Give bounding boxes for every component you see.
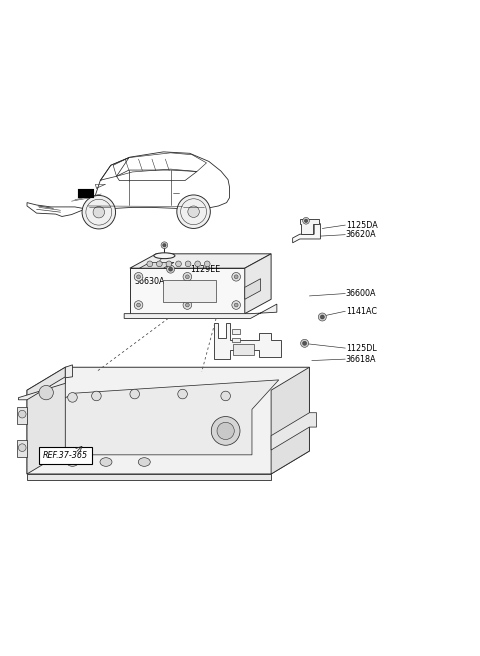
Text: REF.37-365: REF.37-365 xyxy=(43,451,88,461)
Circle shape xyxy=(18,410,26,418)
Circle shape xyxy=(161,242,168,249)
Ellipse shape xyxy=(67,458,78,466)
Polygon shape xyxy=(130,268,245,314)
Polygon shape xyxy=(163,280,216,302)
Polygon shape xyxy=(233,344,254,356)
Circle shape xyxy=(185,303,189,307)
Circle shape xyxy=(318,313,326,321)
Circle shape xyxy=(68,392,77,402)
Polygon shape xyxy=(78,189,94,198)
Polygon shape xyxy=(245,254,271,314)
Circle shape xyxy=(183,272,192,281)
Circle shape xyxy=(176,261,181,267)
Polygon shape xyxy=(232,338,240,342)
Polygon shape xyxy=(27,367,310,474)
Text: 1125DL: 1125DL xyxy=(346,344,376,353)
Circle shape xyxy=(39,386,53,400)
Circle shape xyxy=(320,315,324,319)
Circle shape xyxy=(217,422,234,440)
Polygon shape xyxy=(214,323,281,359)
Polygon shape xyxy=(17,407,27,424)
Polygon shape xyxy=(18,365,72,400)
Circle shape xyxy=(204,261,210,267)
Circle shape xyxy=(156,261,162,267)
Polygon shape xyxy=(232,329,240,334)
Circle shape xyxy=(232,300,240,310)
Ellipse shape xyxy=(154,253,175,258)
Circle shape xyxy=(188,206,199,217)
Text: 1125DA: 1125DA xyxy=(346,220,378,230)
Circle shape xyxy=(147,261,153,267)
Polygon shape xyxy=(27,474,271,480)
Polygon shape xyxy=(300,219,319,234)
Circle shape xyxy=(234,275,238,279)
Circle shape xyxy=(93,207,105,218)
Circle shape xyxy=(137,303,141,307)
Polygon shape xyxy=(271,413,317,450)
Polygon shape xyxy=(46,380,279,455)
Circle shape xyxy=(166,261,172,267)
Circle shape xyxy=(302,341,307,345)
Polygon shape xyxy=(271,367,310,474)
Circle shape xyxy=(134,300,143,310)
Polygon shape xyxy=(293,224,321,243)
Polygon shape xyxy=(130,254,271,268)
Circle shape xyxy=(82,195,116,229)
Text: 1129EE: 1129EE xyxy=(190,265,220,274)
Polygon shape xyxy=(17,440,27,457)
Circle shape xyxy=(304,219,308,222)
Text: 36618A: 36618A xyxy=(346,355,376,363)
Polygon shape xyxy=(124,304,277,318)
Ellipse shape xyxy=(100,458,112,466)
Circle shape xyxy=(134,272,143,281)
Circle shape xyxy=(18,444,26,451)
Circle shape xyxy=(211,417,240,445)
Circle shape xyxy=(234,303,238,307)
Circle shape xyxy=(177,195,210,228)
Text: 36600A: 36600A xyxy=(346,289,376,298)
Polygon shape xyxy=(27,367,65,474)
Text: 1141AC: 1141AC xyxy=(346,307,377,316)
Circle shape xyxy=(168,267,173,271)
Circle shape xyxy=(300,339,309,347)
Circle shape xyxy=(178,389,187,399)
Polygon shape xyxy=(245,279,261,299)
Text: 36630A: 36630A xyxy=(135,277,165,285)
Circle shape xyxy=(183,300,192,310)
Circle shape xyxy=(167,265,175,273)
Circle shape xyxy=(185,275,189,279)
Circle shape xyxy=(303,217,310,224)
Circle shape xyxy=(195,261,201,267)
Circle shape xyxy=(232,272,240,281)
Circle shape xyxy=(221,391,230,401)
Polygon shape xyxy=(140,262,174,268)
Circle shape xyxy=(137,275,141,279)
Circle shape xyxy=(92,391,101,401)
Circle shape xyxy=(185,261,191,267)
Ellipse shape xyxy=(138,458,150,466)
Circle shape xyxy=(130,389,140,399)
Text: 36620A: 36620A xyxy=(346,230,376,239)
Circle shape xyxy=(163,243,166,247)
